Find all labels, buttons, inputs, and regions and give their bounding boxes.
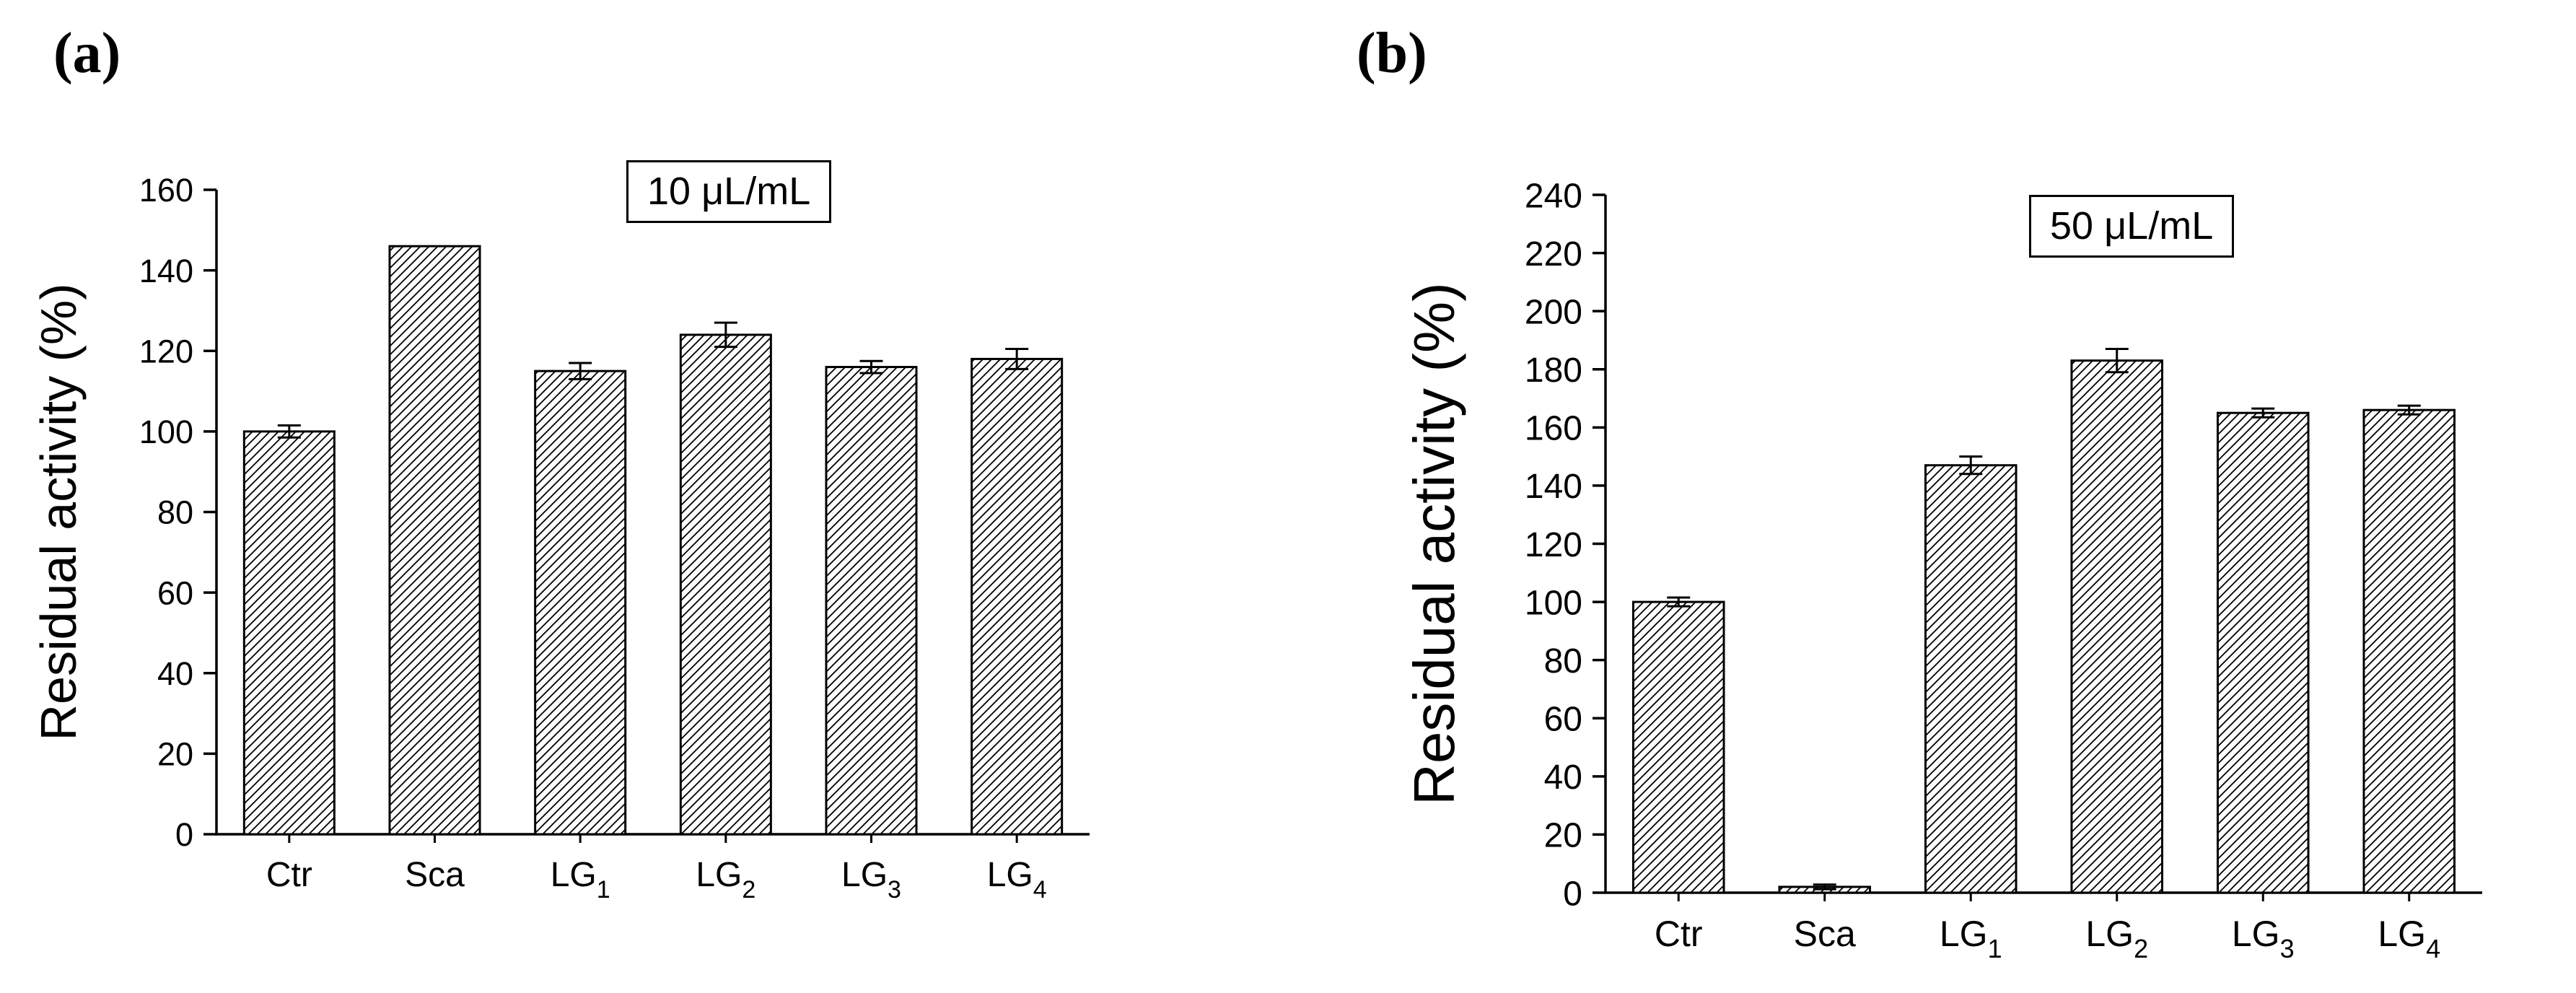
y-tick-label: 20 [1544, 817, 1582, 855]
y-axis-label: Residual activity (%) [30, 283, 87, 740]
x-category-label: Sca [405, 856, 465, 894]
x-category-label: LG3 [841, 856, 901, 904]
bar [1631, 600, 1725, 894]
y-axis-label: Residual activity (%) [1402, 282, 1466, 805]
error-bar [714, 321, 737, 349]
error-bar [1005, 347, 1029, 370]
y-tick-label: 240 [1525, 177, 1582, 215]
error-bar [2397, 404, 2421, 416]
y-tick-label: 80 [157, 494, 193, 531]
y-tick-label: 40 [157, 655, 193, 692]
y-tick-label: 220 [1525, 235, 1582, 274]
error-bar [1813, 883, 1836, 891]
error-bar [859, 359, 883, 375]
bar [825, 366, 918, 836]
y-tick-label: 100 [1525, 584, 1582, 622]
error-bar [1959, 455, 1983, 476]
bar [1924, 464, 2018, 894]
x-category-label: Ctr [1655, 914, 1703, 954]
axes [215, 190, 1090, 836]
bar [2216, 411, 2310, 894]
error-bar [1667, 596, 1691, 608]
y-tick-label: 60 [157, 574, 193, 611]
bar [2070, 359, 2164, 894]
y-tick-label: 100 [139, 414, 193, 450]
bar-chart-b: 0 20 40 60 80 100 120 140 160 180 200 220 240 Ctr Sca L… [1402, 177, 2482, 963]
bar [388, 245, 481, 836]
error-bar [2251, 407, 2275, 419]
bar [534, 369, 627, 836]
y-tick-label: 160 [1525, 410, 1582, 448]
y-tick-label: 200 [1525, 293, 1582, 331]
x-category-label: LG1 [551, 856, 610, 904]
x-category-label: LG4 [987, 856, 1047, 904]
y-tick-label: 0 [175, 816, 193, 853]
y-tick-label: 160 [139, 172, 193, 209]
error-bar [569, 362, 592, 380]
y-tick-label: 60 [1544, 701, 1582, 739]
y-tick-label: 180 [1525, 351, 1582, 390]
bar-chart-a: 0 20 40 60 80 100 120 140 160 Ctr Sca LG1 LG2 LG3 LG4 R… [30, 172, 1090, 904]
x-category-label: Ctr [266, 856, 312, 894]
x-category-label: Sca [1794, 914, 1856, 954]
dose-annotation-a: 10 μL/mL [626, 160, 832, 223]
y-tick-label: 120 [1525, 526, 1582, 564]
dose-annotation-b: 50 μL/mL [2029, 195, 2235, 258]
y-tick-label: 20 [157, 736, 193, 773]
bar [2362, 408, 2456, 894]
x-category-label: LG2 [2085, 914, 2148, 963]
x-category-label: LG2 [696, 856, 755, 904]
panel-label-b: (b) [1357, 22, 1427, 85]
y-tick-label: 80 [1544, 642, 1582, 681]
bar [242, 430, 336, 836]
panel-label-a: (a) [53, 22, 121, 85]
y-tick-label: 0 [1563, 875, 1582, 913]
error-bar [277, 424, 301, 439]
y-tick-label: 140 [1525, 468, 1582, 506]
y-tick-label: 120 [139, 333, 193, 369]
x-category-label: LG4 [2378, 914, 2440, 963]
y-tick-label: 140 [139, 253, 193, 289]
axes [1604, 195, 2482, 894]
x-category-label: LG3 [2232, 914, 2295, 963]
x-category-label: LG1 [1940, 914, 2002, 963]
y-tick-label: 40 [1544, 758, 1582, 797]
bar [679, 333, 772, 836]
bar [971, 357, 1064, 836]
error-bar [2105, 348, 2129, 374]
